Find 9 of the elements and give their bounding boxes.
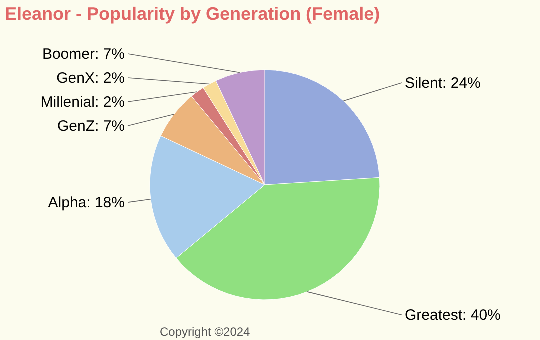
text: Copyright ©2024 — [160, 325, 251, 339]
slice-label: Boomer: 7% — [42, 46, 125, 63]
slice-label: Millenial: 2% — [40, 94, 125, 111]
slice-label: GenX: 2% — [56, 70, 125, 87]
slice-label: Alpha: 18% — [48, 194, 125, 212]
slice-label: Silent: 24% — [405, 74, 481, 92]
chart-title: Eleanor - Popularity by Generation (Female) — [5, 4, 380, 24]
slice-label: GenZ: 7% — [57, 118, 125, 135]
slice-label: Greatest: 40% — [405, 307, 501, 324]
